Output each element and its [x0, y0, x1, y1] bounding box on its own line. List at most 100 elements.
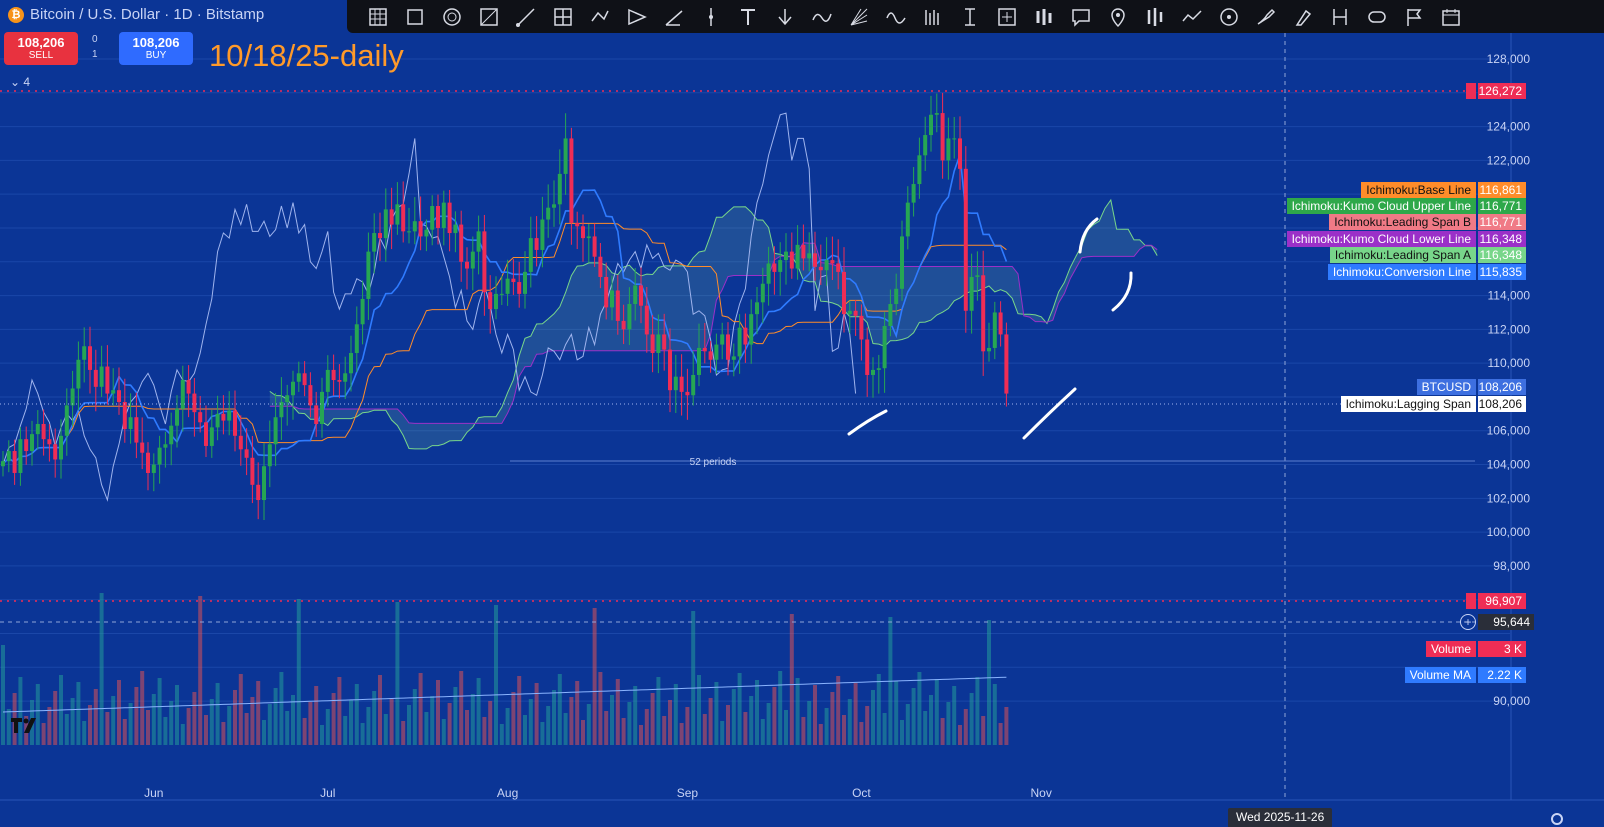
volume-bar	[697, 675, 701, 745]
spread-bottom: 1	[92, 49, 98, 60]
volume-bar	[383, 714, 388, 745]
tool-polyline[interactable]	[1173, 3, 1210, 31]
volume-bar	[279, 672, 284, 745]
candle	[273, 392, 278, 467]
tool-wave[interactable]	[877, 3, 914, 31]
tool-fan[interactable]	[840, 3, 877, 31]
y-tick-label: 114,000	[1488, 289, 1531, 303]
candle	[557, 149, 562, 225]
volume-bar	[557, 674, 562, 745]
candle	[639, 267, 643, 324]
candle	[6, 440, 11, 473]
volume-bar	[407, 705, 411, 745]
volume-bar	[714, 682, 719, 745]
drawn-annotation[interactable]	[1022, 387, 1077, 440]
tool-calendar[interactable]	[1432, 3, 1469, 31]
tool-pattern[interactable]	[359, 3, 396, 31]
volume-bar	[830, 692, 835, 745]
tool-angle[interactable]	[655, 3, 692, 31]
candle	[778, 242, 783, 296]
candle	[702, 322, 707, 364]
tool-vertical-line[interactable]	[692, 3, 729, 31]
candles-icon	[1036, 8, 1051, 25]
add-alert-icon[interactable]: +	[1460, 614, 1476, 630]
candle	[673, 354, 678, 413]
volume-bar	[621, 718, 626, 745]
volume-bar	[934, 679, 939, 745]
candle	[836, 239, 841, 290]
x-tick-label: Jun	[144, 786, 163, 800]
candle	[917, 137, 922, 199]
volume-bar	[673, 684, 678, 745]
candle	[488, 275, 493, 334]
tool-path[interactable]	[581, 3, 618, 31]
drawn-annotation[interactable]	[1111, 271, 1133, 312]
candle	[331, 354, 336, 396]
candle	[24, 426, 29, 465]
tradingview-logo[interactable]	[10, 716, 40, 734]
tool-grid[interactable]	[544, 3, 581, 31]
volume-bar	[586, 704, 591, 745]
tool-arrow-down[interactable]	[766, 3, 803, 31]
volume-bar	[331, 693, 336, 745]
tool-target[interactable]	[1210, 3, 1247, 31]
volume-bar	[743, 712, 748, 745]
volume-bar	[267, 704, 272, 745]
tool-candles[interactable]	[1025, 3, 1062, 31]
drawn-annotation[interactable]	[847, 409, 888, 436]
tool-capsule[interactable]	[1358, 3, 1395, 31]
tool-rectangle[interactable]	[396, 3, 433, 31]
tool-circle-target[interactable]	[433, 3, 470, 31]
volume-ma-value: 2.22 K	[1478, 667, 1526, 683]
volume-bar	[354, 684, 359, 745]
tool-bars[interactable]	[1136, 3, 1173, 31]
sell-button[interactable]: 108,206 SELL	[4, 32, 78, 65]
volume-bar	[198, 596, 203, 745]
tool-grid-box[interactable]	[470, 3, 507, 31]
candle	[859, 304, 864, 361]
volume-bar	[795, 678, 800, 745]
lagging-span-line	[2, 112, 857, 502]
y-tick-label: 106,000	[1487, 424, 1531, 438]
volume-bar	[685, 707, 690, 745]
indicator-5-label: Ichimoku:Conversion Line	[1327, 264, 1476, 280]
candle	[552, 180, 556, 227]
volume-bar	[378, 675, 382, 745]
candle	[88, 326, 92, 394]
candle	[888, 289, 893, 337]
tool-trend-line[interactable]	[507, 3, 544, 31]
tool-vertical-measure[interactable]	[951, 3, 988, 31]
candle	[291, 370, 295, 420]
volume-bar	[337, 677, 342, 745]
tool-callout[interactable]	[1062, 3, 1099, 31]
tool-flag[interactable]	[1395, 3, 1432, 31]
gear-icon[interactable]	[1551, 813, 1563, 825]
tool-crosshair-box[interactable]	[988, 3, 1025, 31]
candle	[389, 187, 394, 250]
candle	[981, 250, 986, 376]
candle	[320, 377, 324, 438]
tool-fib[interactable]	[914, 3, 951, 31]
tool-h[interactable]	[1321, 3, 1358, 31]
tool-text[interactable]	[729, 3, 766, 31]
volume-bar	[755, 680, 759, 745]
tool-curve[interactable]	[803, 3, 840, 31]
candle	[523, 251, 527, 309]
tool-highlighter[interactable]	[1284, 3, 1321, 31]
volume-bar	[801, 717, 806, 745]
buy-button[interactable]: 108,206 BUY	[119, 32, 193, 65]
circle-target-icon	[442, 7, 461, 26]
tool-pitchfork[interactable]	[618, 3, 655, 31]
candle	[604, 262, 609, 320]
tool-brush[interactable]	[1247, 3, 1284, 31]
candle	[830, 236, 835, 281]
volume-bar	[644, 709, 649, 745]
candle	[1, 451, 5, 477]
drawn-annotation[interactable]	[1078, 217, 1099, 254]
candle	[111, 368, 116, 406]
tool-pin[interactable]	[1099, 3, 1136, 31]
symbol-title[interactable]: ₿ Bitcoin / U.S. Dollar · 1D · Bitstamp	[8, 6, 264, 23]
indicators-collapse[interactable]: ⌄ 4	[10, 75, 30, 89]
candle	[807, 232, 812, 272]
